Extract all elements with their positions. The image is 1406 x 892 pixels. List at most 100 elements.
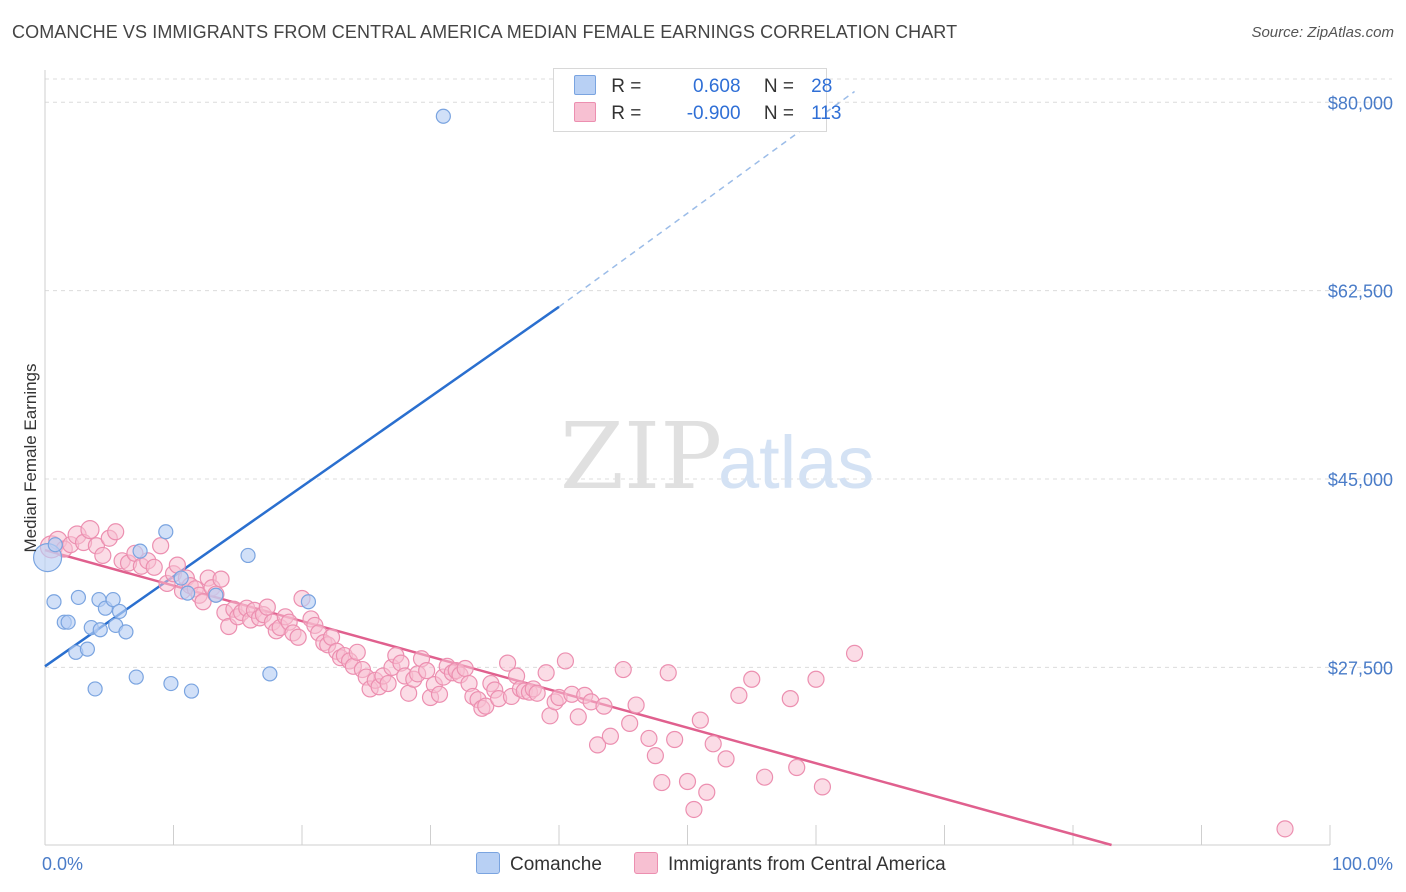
immigrants-point xyxy=(781,690,799,708)
comanche-trend-line xyxy=(44,305,560,668)
series-immigrants-points xyxy=(39,520,1294,838)
x-tick-label: 100.0% xyxy=(1332,854,1393,874)
comanche-point xyxy=(60,614,76,630)
y-axis-title: Median Female Earnings xyxy=(21,364,40,553)
bottom-legend-immigrants-label: Immigrants from Central America xyxy=(668,854,946,875)
immigrants-point xyxy=(537,664,555,682)
watermark-atlas: atlas xyxy=(718,421,874,504)
legend-n-label: N = xyxy=(763,76,794,97)
comanche-point xyxy=(180,585,196,601)
comanche-point xyxy=(132,543,148,559)
comanche-point xyxy=(208,587,224,603)
comanche-trend-extension xyxy=(558,90,855,308)
chart-title: COMANCHE VS IMMIGRANTS FROM CENTRAL AMER… xyxy=(12,22,958,42)
comanche-point xyxy=(87,681,103,697)
immigrants-point xyxy=(212,570,230,588)
comanche-swatch-icon xyxy=(574,75,596,95)
comanche-point xyxy=(262,666,278,682)
immigrants-point xyxy=(646,747,664,765)
immigrants-point xyxy=(685,800,703,819)
legend-r-label: R = xyxy=(611,76,642,97)
immigrants-point xyxy=(755,768,774,786)
comanche-point xyxy=(92,622,108,638)
immigrants-point xyxy=(614,660,632,679)
y-tick-label: $27,500 xyxy=(1328,658,1393,678)
immigrants-point xyxy=(691,711,709,729)
immigrants-point xyxy=(152,537,170,555)
immigrants-point xyxy=(653,773,671,792)
grid-lines xyxy=(45,78,1392,668)
comanche-point xyxy=(300,594,317,610)
watermark-zip: ZIP xyxy=(560,403,722,510)
immigrants-point xyxy=(145,558,163,576)
immigrants-point xyxy=(430,685,449,703)
comanche-point xyxy=(163,675,179,692)
immigrants-point xyxy=(621,714,639,732)
immigrants-point xyxy=(94,546,112,565)
immigrants-point xyxy=(107,523,125,541)
immigrants-point xyxy=(348,643,366,661)
immigrants-point xyxy=(258,598,276,616)
immigrants-point xyxy=(743,670,761,688)
comanche-point xyxy=(183,683,200,699)
x-tick-label: 0.0% xyxy=(42,854,83,874)
legend-r-value: -0.900 xyxy=(686,103,741,124)
watermark: ZIP atlas xyxy=(560,403,874,510)
y-tick-label: $80,000 xyxy=(1328,93,1393,113)
legend-row-immigrants: R = -0.900 N = 113 xyxy=(574,102,841,126)
comanche-point xyxy=(435,108,451,124)
comanche-point xyxy=(70,589,87,606)
immigrants-point xyxy=(588,736,607,754)
comanche-point xyxy=(79,641,96,657)
immigrants-point xyxy=(678,772,697,791)
legend-row-comanche: R = 0.608 N = 28 xyxy=(574,75,832,99)
bottom-legend-immigrants: Immigrants from Central America xyxy=(634,852,946,876)
comanche-legend-icon xyxy=(476,852,500,874)
immigrants-point xyxy=(499,654,517,672)
immigrants-point xyxy=(456,659,474,678)
immigrants-point xyxy=(556,652,575,670)
y-tick-label: $45,000 xyxy=(1328,470,1393,490)
legend-n-value: 113 xyxy=(811,103,842,124)
immigrants-point xyxy=(640,729,658,748)
comanche-point xyxy=(128,669,144,685)
immigrants-point xyxy=(601,727,620,745)
immigrants-point xyxy=(418,662,436,680)
immigrants-point xyxy=(1276,820,1294,838)
immigrants-point xyxy=(194,593,212,611)
immigrants-point xyxy=(80,520,100,540)
legend-n-label: N = xyxy=(763,103,794,124)
comanche-point xyxy=(47,537,63,553)
immigrants-point xyxy=(289,628,307,646)
immigrants-point xyxy=(807,670,825,688)
immigrants-point xyxy=(379,674,397,693)
comanche-point xyxy=(111,603,128,620)
legend-n-value: 28 xyxy=(811,76,833,97)
immigrants-swatch-icon xyxy=(574,102,596,122)
comanche-point xyxy=(240,547,256,564)
comanche-point xyxy=(105,591,121,608)
immigrants-point xyxy=(659,664,677,682)
immigrants-point xyxy=(698,783,716,801)
legend-r-value: 0.608 xyxy=(693,76,741,97)
immigrants-point xyxy=(813,778,832,796)
comanche-point xyxy=(173,570,189,586)
y-tick-label: $62,500 xyxy=(1328,282,1393,302)
immigrants-point xyxy=(788,758,806,777)
immigrants-point xyxy=(528,684,546,702)
legend-r-label: R = xyxy=(611,103,642,124)
immigrants-point xyxy=(595,697,613,715)
tick-labels: $27,500 $45,000 $62,500 $80,000 0.0% 100.0% xyxy=(42,93,1393,874)
bottom-legend-comanche-label: Comanche xyxy=(510,854,602,875)
immigrants-point xyxy=(477,697,495,715)
immigrants-point xyxy=(666,730,684,749)
immigrants-point xyxy=(704,735,722,753)
comanche-point xyxy=(118,624,134,640)
immigrants-point xyxy=(730,686,748,704)
source-label: Source: ZipAtlas.com xyxy=(1251,24,1394,41)
immigrants-point xyxy=(845,644,864,663)
immigrants-legend-icon xyxy=(634,852,658,874)
correlation-legend: R = 0.608 N = 28 R = -0.900 N = 113 xyxy=(553,68,841,132)
immigrants-point xyxy=(627,696,645,714)
